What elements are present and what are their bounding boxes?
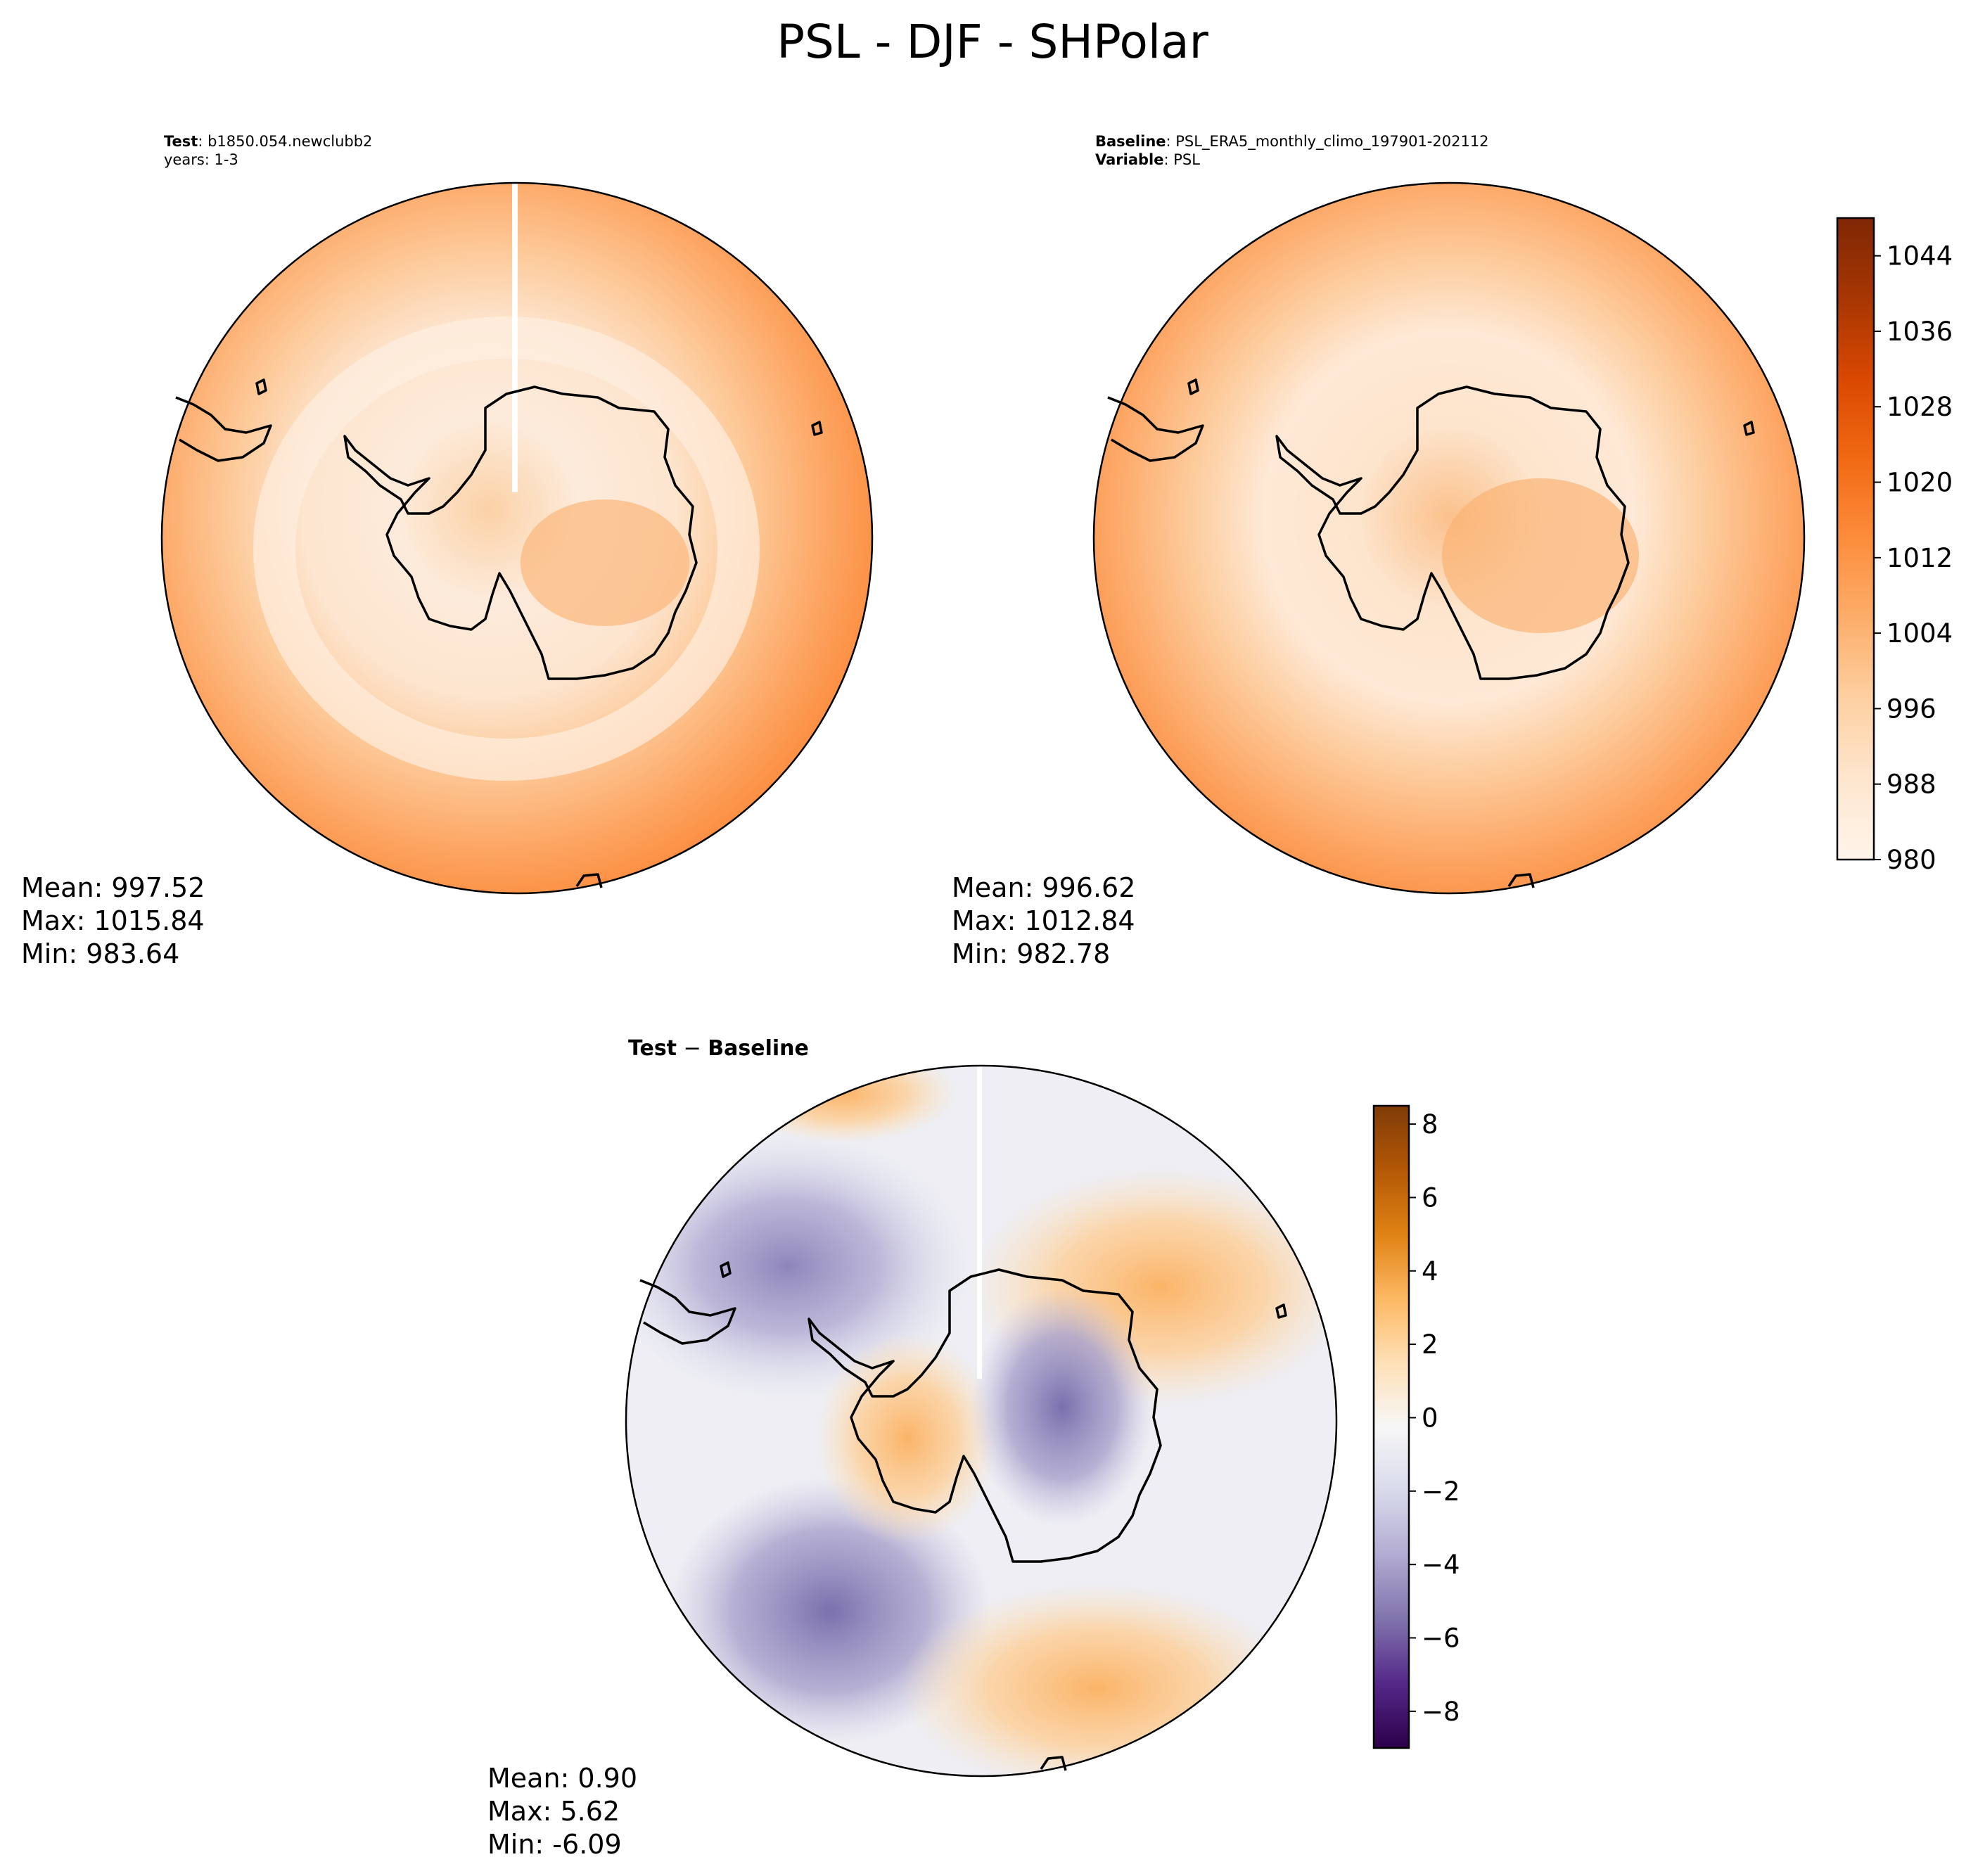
diff-south-america <box>639 1279 736 1345</box>
test-case-name: : b1850.054.newclubb2 <box>198 133 372 150</box>
test-island-3 <box>575 873 603 888</box>
baseline-min: Min: 982.78 <box>952 938 1110 969</box>
ticks-abs-tick-label: 1020 <box>1887 468 1953 498</box>
baseline-south-america <box>1107 396 1204 462</box>
test-island-2 <box>811 421 823 436</box>
ticks-diff-tick-label: 2 <box>1422 1329 1438 1360</box>
diff-coastlines <box>639 1261 1287 1771</box>
ticks-abs-tick-label: 1012 <box>1887 543 1953 573</box>
diff-seam <box>977 1066 982 1379</box>
diff-label-baseline: Baseline <box>708 1036 809 1061</box>
diff-map-boundary <box>625 1064 1338 1778</box>
ticks-diff-tick-label: 6 <box>1422 1182 1438 1213</box>
ticks-abs-tick-label: 1036 <box>1887 317 1953 347</box>
ticks-diff-tick-label: 4 <box>1422 1256 1438 1287</box>
ticks-abs-tick-label: 1004 <box>1887 618 1953 649</box>
test-island-1 <box>255 378 267 395</box>
test-max: Max: 1015.84 <box>21 905 205 936</box>
test-stats: Mean: 997.52 Max: 1015.84 Min: 983.64 <box>21 872 213 969</box>
test-mean: Mean: 997.52 <box>21 872 205 903</box>
diff-label-operator: − <box>677 1036 708 1061</box>
ticks-abs-tick-label: 988 <box>1887 770 1936 800</box>
baseline-island-3 <box>1507 873 1535 888</box>
panel-diff: Test − Baseline Mean: 0.90 Max: 5.62 Min… <box>487 1036 1338 1860</box>
diff-header: Test − Baseline <box>628 1036 809 1061</box>
diff-island-1 <box>720 1261 732 1278</box>
diff-pos-anomaly-south <box>900 1583 1294 1776</box>
variable-label: Variable <box>1095 151 1163 168</box>
diff-max: Max: 5.62 <box>487 1796 620 1827</box>
test-years: years: 1-3 <box>164 151 238 168</box>
baseline-antarctica-coast <box>1275 385 1630 680</box>
diff-min: Min: -6.09 <box>487 1829 622 1860</box>
test-coastlines <box>175 378 823 888</box>
ticks-diff-tick-label: −2 <box>1422 1476 1460 1507</box>
test-plateau-high <box>521 499 689 626</box>
baseline-header: Baseline: PSL_ERA5_monthly_climo_197901-… <box>1095 133 1489 151</box>
variable-name: : PSL <box>1163 151 1200 168</box>
diff-island-3 <box>1040 1756 1067 1771</box>
colorbar-diff-ticks: −8 −6 −4 −2 0 2 4 6 8 <box>1409 1109 1460 1727</box>
diff-island-2 <box>1275 1303 1287 1319</box>
baseline-map <box>1094 183 1804 893</box>
test-map-boundary <box>160 181 874 895</box>
baseline-plateau-high <box>1442 478 1639 633</box>
ticks-abs-tick-label: 980 <box>1887 845 1936 875</box>
test-antarctica-coast <box>343 385 698 680</box>
baseline-island-1 <box>1187 378 1199 395</box>
colorbar-abs-fill <box>1836 217 1875 861</box>
ticks-abs-tick-label: 996 <box>1887 694 1936 724</box>
test-south-america <box>175 396 272 462</box>
ticks-diff-tick-label: −6 <box>1422 1623 1460 1653</box>
baseline-label: Baseline <box>1095 133 1166 150</box>
ticks-diff-tick-label: 8 <box>1422 1109 1438 1140</box>
diff-map <box>626 1066 1336 1776</box>
panel-baseline: Baseline: PSL_ERA5_monthly_climo_197901-… <box>952 133 1806 969</box>
test-low-ring <box>253 317 760 781</box>
ticks-diff-tick-label: 0 <box>1422 1403 1438 1433</box>
colorbar-abs-ticks: 980 988 996 1004 1012 1020 1028 1036 1044 <box>1874 241 1953 875</box>
diff-antarctica-coast <box>808 1268 1162 1563</box>
diff-neg-anomaly-plateau <box>971 1287 1154 1526</box>
figure-title: PSL - DJF - SHPolar <box>777 15 1208 69</box>
baseline-dataset-name: : PSL_ERA5_monthly_climo_197901-202112 <box>1166 133 1489 151</box>
ticks-abs-tick-label: 1044 <box>1887 241 1953 272</box>
diff-stats: Mean: 0.90 Max: 5.62 Min: -6.09 <box>487 1763 646 1860</box>
colorbar-diff: −8 −6 −4 −2 0 2 4 6 8 <box>1372 1104 1460 1749</box>
baseline-mean: Mean: 996.62 <box>952 872 1135 903</box>
baseline-max: Max: 1012.84 <box>952 905 1135 936</box>
ticks-abs-tick-label: 1028 <box>1887 392 1953 422</box>
ticks-diff-tick-label: −4 <box>1422 1550 1460 1580</box>
test-label: Test <box>164 133 198 150</box>
colorbar-abs: 980 988 996 1004 1012 1020 1028 1036 1044 <box>1836 217 1953 875</box>
diff-pos-anomaly-peninsula <box>816 1333 999 1544</box>
test-min: Min: 983.64 <box>21 938 179 969</box>
test-seam <box>512 183 518 492</box>
diff-mean: Mean: 0.90 <box>487 1763 637 1794</box>
ticks-diff-tick-label: −8 <box>1422 1697 1460 1727</box>
baseline-map-boundary <box>1092 181 1806 895</box>
colorbar-diff-fill <box>1372 1104 1410 1749</box>
baseline-coastlines <box>1107 378 1755 888</box>
baseline-stats: Mean: 996.62 Max: 1012.84 Min: 982.78 <box>952 872 1144 969</box>
baseline-variable: Variable: PSL <box>1095 151 1200 168</box>
panel-test: Test: b1850.054.newclubb2 years: 1-3 Mea… <box>21 133 874 969</box>
baseline-island-2 <box>1743 421 1755 436</box>
test-map <box>162 183 872 893</box>
diff-label-test: Test <box>628 1036 677 1061</box>
test-header: Test: b1850.054.newclubb2 <box>164 133 372 150</box>
